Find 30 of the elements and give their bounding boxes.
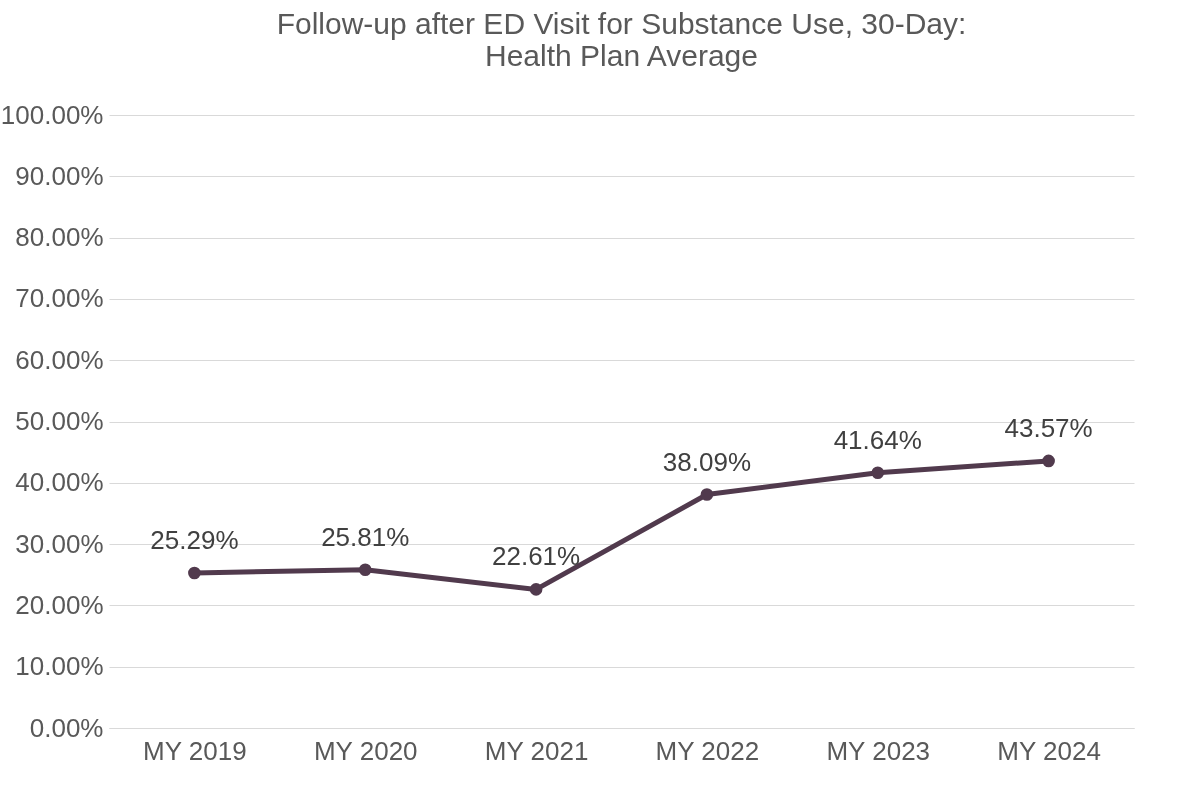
point <box>358 563 372 577</box>
y-tick-label: 50.00% <box>15 406 104 436</box>
point <box>529 583 543 596</box>
chart-title: Follow-up after ED Visit for Substance Use, 30-Day: Health Plan Average <box>276 7 967 72</box>
data-label: 43.57% <box>1004 412 1093 443</box>
point <box>700 488 714 501</box>
x-tick-label: MY 2023 <box>826 735 931 766</box>
point <box>188 566 201 580</box>
y-tick-label: 30.00% <box>15 528 104 559</box>
y-tick-label: 10.00% <box>15 651 104 682</box>
data-label: 38.09% <box>662 446 752 477</box>
point <box>871 466 885 480</box>
y-tick-label: 40.00% <box>15 467 104 498</box>
data-label: 41.64% <box>833 424 922 455</box>
y-tick-label: 70.00% <box>15 283 104 314</box>
y-tick-label: 60.00% <box>15 344 104 375</box>
x-tick-label: MY 2020 <box>313 735 418 766</box>
x-tick-label: MY 2024 <box>997 735 1101 766</box>
y-tick-label: 20.00% <box>15 589 104 620</box>
y-tick-label: 100.00% <box>0 99 104 130</box>
data-label: 25.81% <box>321 521 410 552</box>
point <box>1042 454 1055 468</box>
y-tick-label: 80.00% <box>15 222 104 253</box>
y-tick-label: 90.00% <box>15 160 104 191</box>
x-tick-label: MY 2021 <box>484 735 589 766</box>
x-tick-label: MY 2022 <box>655 735 760 766</box>
y-tick-label: 0.00% <box>29 712 104 743</box>
data-label: 22.61% <box>491 541 581 572</box>
x-tick-label: MY 2019 <box>143 735 247 766</box>
data-label: 25.29% <box>150 524 239 555</box>
